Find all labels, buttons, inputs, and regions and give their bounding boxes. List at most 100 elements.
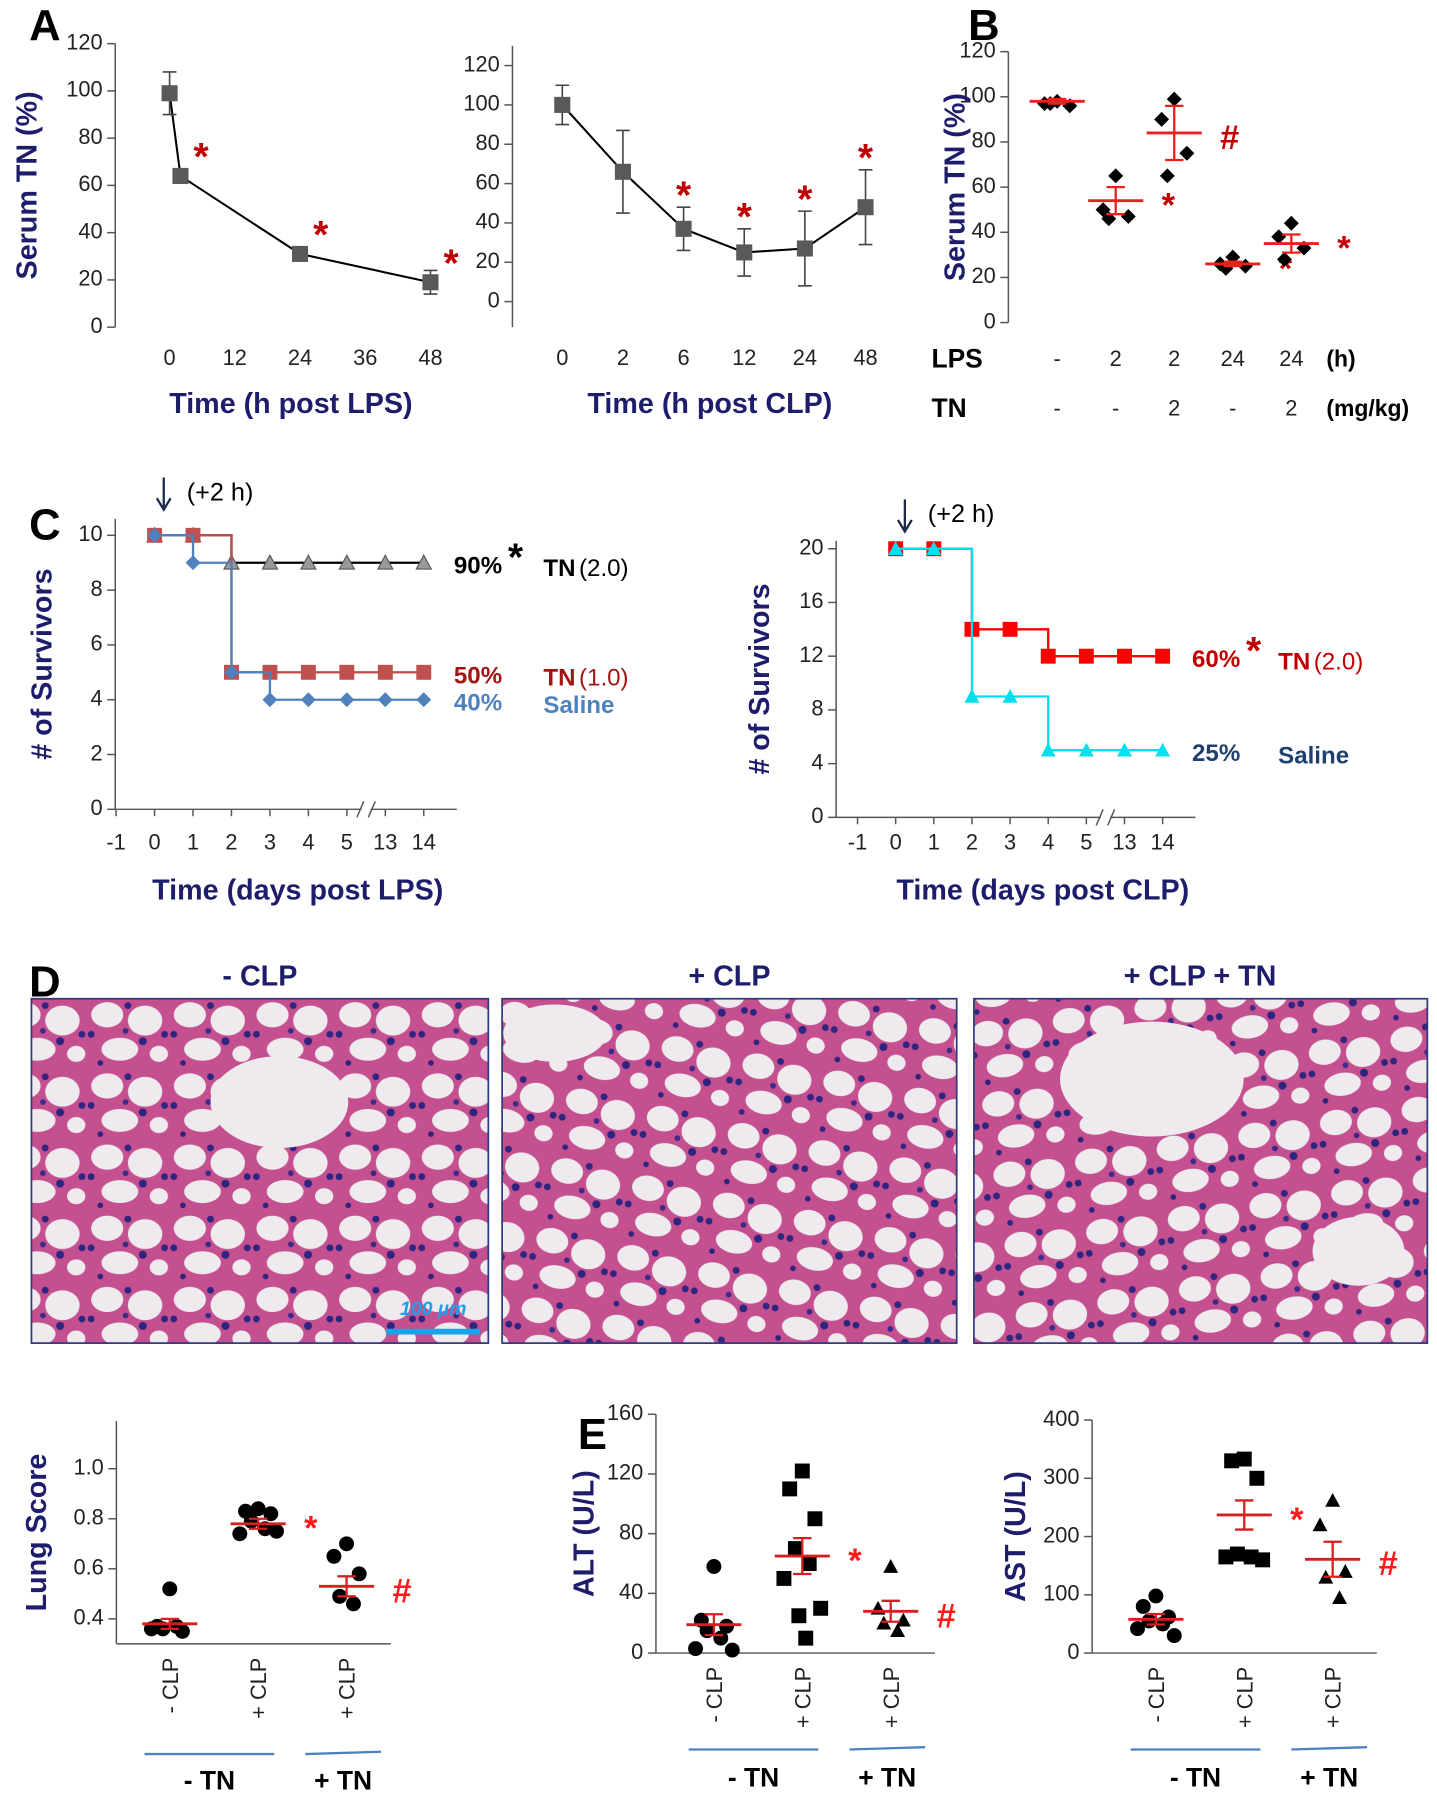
x-tick-label: 13 xyxy=(373,830,397,855)
row-unit: (mg/kg) xyxy=(1326,395,1409,421)
y-axis-title: Serum TN (%) xyxy=(12,91,44,279)
marker xyxy=(376,554,394,570)
y-tick-label: 40 xyxy=(476,209,500,234)
x-tick-label: + CLP xyxy=(335,1658,360,1719)
marker xyxy=(1166,1628,1182,1644)
significance-mark: * xyxy=(848,1542,862,1580)
marker xyxy=(1002,689,1018,703)
marker xyxy=(798,1630,814,1646)
y-tick-label: 400 xyxy=(1043,1406,1079,1431)
series-name: Saline xyxy=(1278,742,1349,769)
axis-break xyxy=(1095,809,1116,826)
marker xyxy=(1154,111,1170,127)
marker xyxy=(224,664,239,680)
marker xyxy=(794,1463,810,1479)
significance-mark: * xyxy=(304,1510,318,1548)
marker xyxy=(345,1596,361,1612)
y-tick-label: 12 xyxy=(799,642,823,667)
y-tick-label: 10 xyxy=(78,521,102,546)
marker xyxy=(1337,1564,1353,1578)
panel-label: C xyxy=(29,502,61,550)
marker xyxy=(1148,1588,1164,1604)
marker xyxy=(1224,1453,1240,1469)
significance-mark: # xyxy=(1379,1545,1398,1583)
marker xyxy=(243,1513,259,1529)
marker xyxy=(262,692,278,708)
error-bar xyxy=(793,1537,812,1576)
marker xyxy=(791,1608,807,1624)
marker xyxy=(1117,742,1132,757)
axis-break xyxy=(1100,808,1111,827)
x-axis-title: Time (days post CLP) xyxy=(896,875,1189,907)
x-tick-label: 5 xyxy=(1080,830,1092,855)
axis-break xyxy=(361,800,371,819)
x-tick-label: 6 xyxy=(678,345,690,370)
histology-panel: 100 µm - CLP xyxy=(30,961,490,1344)
marker xyxy=(782,1481,798,1497)
x-tick-label: 4 xyxy=(1042,830,1054,855)
marker xyxy=(299,554,317,570)
histology-title: - CLP xyxy=(222,961,297,993)
marker xyxy=(1218,1549,1234,1565)
marker xyxy=(719,1618,734,1634)
series-name: TN xyxy=(543,555,575,582)
x-tick-label: + CLP xyxy=(1321,1667,1346,1728)
y-tick-label: 20 xyxy=(78,266,102,291)
y-tick-label: 80 xyxy=(971,128,995,153)
y-tick-label: 6 xyxy=(90,631,102,656)
histology-title: + CLP + TN xyxy=(1124,961,1277,993)
marker xyxy=(1249,1470,1265,1486)
marker xyxy=(614,163,631,180)
x-tick-label: 0 xyxy=(890,830,902,855)
marker xyxy=(1130,1621,1145,1637)
y-axis-title: # of Survivors xyxy=(744,583,776,774)
significance-mark: * xyxy=(858,137,874,180)
marker xyxy=(724,1642,740,1658)
y-tick-label: 0.8 xyxy=(73,1505,103,1530)
line xyxy=(561,104,867,254)
significance-mark: * xyxy=(1246,630,1262,673)
x-tick-label: 0 xyxy=(149,830,161,855)
y-tick-label: 60 xyxy=(476,169,500,194)
marker xyxy=(1325,1492,1341,1507)
marker xyxy=(1236,1451,1252,1467)
marker xyxy=(807,1511,823,1527)
step-line xyxy=(895,547,1163,658)
marker xyxy=(377,664,393,680)
x-axis-title: Time (h post LPS) xyxy=(169,388,412,420)
group-line xyxy=(849,1746,926,1751)
marker xyxy=(1155,742,1171,757)
x-tick-label: -1 xyxy=(848,830,867,855)
group-label: + TN xyxy=(314,1766,372,1796)
x-tick-label: 2 xyxy=(617,345,629,370)
marker xyxy=(1243,1549,1259,1565)
row-label: TN xyxy=(931,393,966,423)
marker xyxy=(162,1581,178,1597)
y-axis-title: AST (U/L) xyxy=(1000,1471,1032,1602)
y-tick-label: 20 xyxy=(799,535,823,560)
marker xyxy=(713,1630,729,1646)
marker xyxy=(161,85,178,102)
marker xyxy=(857,199,874,216)
marker xyxy=(688,1641,704,1657)
x-tick-label: - xyxy=(1229,396,1236,421)
panel-label: A xyxy=(29,2,61,50)
group-label: + TN xyxy=(858,1762,916,1792)
group-label: + TN xyxy=(1300,1762,1358,1792)
x-tick-label: 14 xyxy=(1151,830,1175,855)
marker xyxy=(422,274,439,291)
histology-panel: + CLP + TN xyxy=(973,961,1429,1344)
y-tick-label: 120 xyxy=(66,29,102,54)
marker xyxy=(706,1559,722,1574)
marker xyxy=(300,664,316,680)
group-label: - TN xyxy=(1170,1762,1221,1792)
marker xyxy=(736,244,753,261)
x-tick-label: 4 xyxy=(302,830,314,855)
marker xyxy=(796,240,813,257)
error-bar xyxy=(248,1517,268,1530)
y-tick-label: 8 xyxy=(90,576,102,601)
significance-mark: * xyxy=(1337,230,1351,268)
marker xyxy=(1166,91,1182,107)
marker xyxy=(269,1523,284,1539)
